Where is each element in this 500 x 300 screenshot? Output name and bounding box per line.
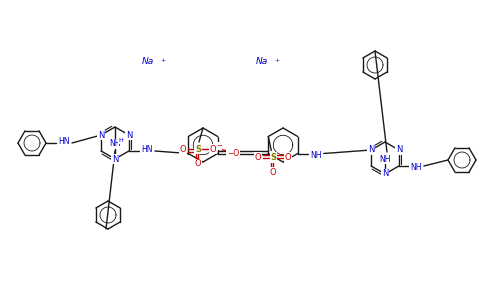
Text: N: N — [396, 146, 402, 154]
Text: Na: Na — [142, 58, 154, 67]
Text: N: N — [368, 146, 374, 154]
Text: O: O — [210, 145, 216, 154]
Text: −: − — [216, 143, 222, 149]
Text: O: O — [194, 160, 202, 169]
Text: O: O — [255, 153, 262, 162]
Text: N: N — [98, 130, 104, 140]
Text: H: H — [118, 139, 123, 143]
Text: NH: NH — [310, 151, 322, 160]
Text: O: O — [180, 145, 186, 154]
Text: −O: −O — [227, 148, 239, 158]
Text: S: S — [195, 145, 201, 154]
Text: NH: NH — [410, 163, 422, 172]
Text: O: O — [270, 168, 276, 177]
Text: N: N — [126, 130, 132, 140]
Text: N: N — [112, 154, 118, 164]
Text: +: + — [160, 58, 165, 62]
Text: O: O — [285, 153, 292, 162]
Text: HN: HN — [141, 146, 152, 154]
Text: N: N — [382, 169, 388, 178]
Text: Na: Na — [256, 58, 268, 67]
Text: H: H — [110, 142, 114, 148]
Text: HN: HN — [58, 137, 70, 146]
Text: S: S — [270, 153, 276, 162]
Text: +: + — [274, 58, 279, 62]
Text: NH: NH — [109, 140, 121, 148]
Text: NH: NH — [380, 154, 391, 164]
